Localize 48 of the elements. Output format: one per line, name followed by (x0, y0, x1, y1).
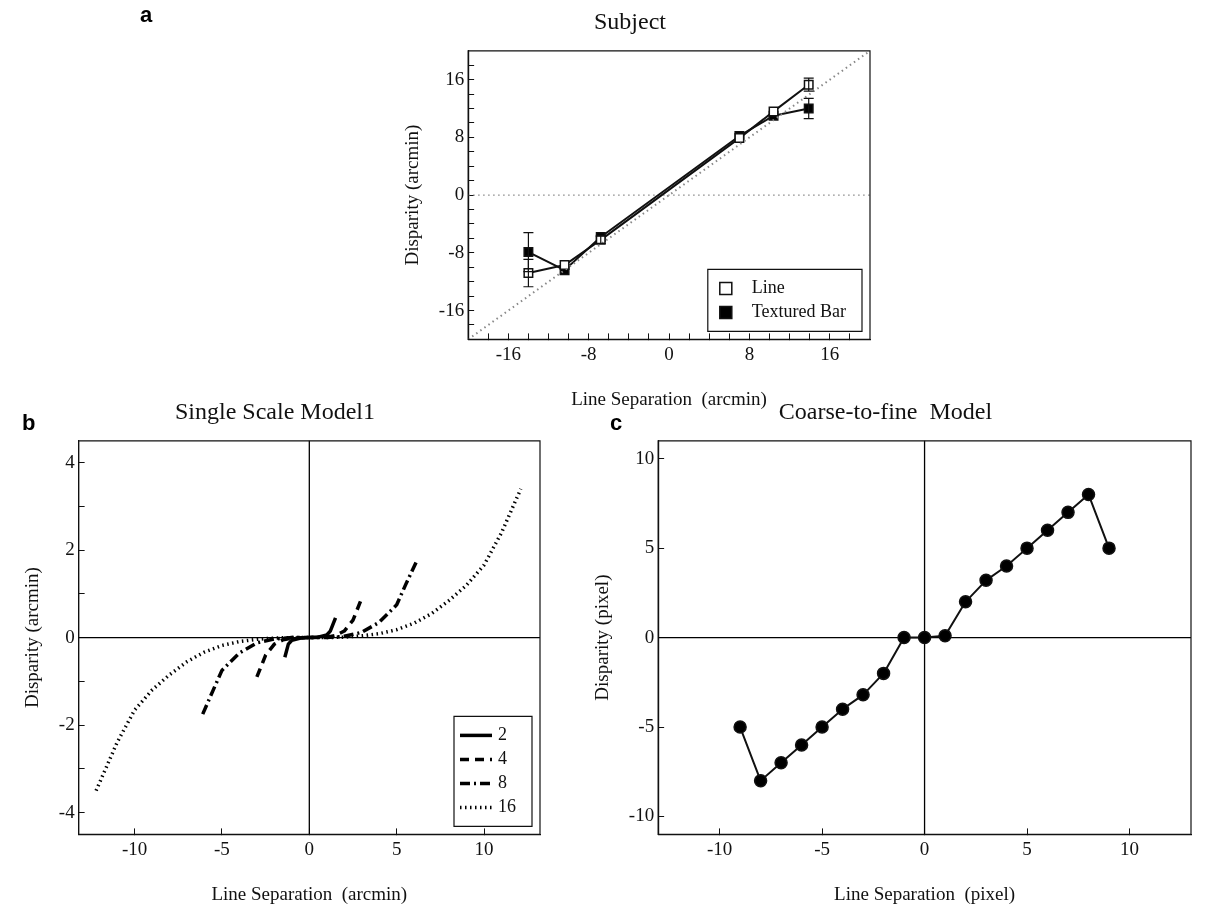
y-tick-label: 5 (644, 536, 655, 558)
chart-title: Subject (594, 7, 667, 34)
x-axis-title: Line Separation (pixel) (834, 882, 1016, 905)
x-axis-title: Line Separation (arcmin) (211, 882, 408, 905)
y-tick-label: 0 (454, 183, 465, 205)
y-axis-title: Disparity (arcmin) (21, 567, 44, 709)
y-axis-title: Disparity (arcmin) (401, 124, 424, 266)
y-tick-label: 10 (635, 446, 655, 468)
x-tick-label: -10 (706, 837, 733, 859)
text: a (140, 2, 153, 28)
y-tick-label: -2 (58, 713, 75, 735)
y-tick-label: 8 (454, 125, 465, 147)
x-tick-label: -5 (814, 837, 830, 859)
x-tick-label: -10 (121, 837, 148, 859)
y-tick-label: -10 (628, 804, 655, 826)
x-tick-label: 16 (820, 342, 840, 364)
x-tick-label: -8 (580, 342, 597, 364)
x-tick-label: 0 (919, 837, 930, 859)
x-tick-label: 5 (1022, 837, 1032, 859)
y-tick-label: -8 (448, 240, 465, 262)
x-tick-label: 10 (474, 837, 494, 859)
y-tick-label: 16 (445, 67, 465, 89)
chart-title: Single Scale Model1 (175, 397, 375, 424)
y-tick-label: 4 (65, 450, 76, 472)
legend-label: 4 (498, 748, 507, 769)
x-tick-label: -5 (214, 837, 230, 859)
y-tick-label: -4 (58, 800, 76, 822)
legend-label: 2 (498, 724, 507, 745)
x-tick-label: 5 (391, 837, 402, 859)
x-axis-title: Line Separation (arcmin) (571, 387, 767, 410)
x-tick-label: 0 (304, 837, 315, 859)
x-tick-label: 10 (1120, 837, 1140, 859)
x-tick-label: -16 (495, 342, 521, 364)
y-tick-label: 2 (65, 538, 75, 560)
y-tick-label: 0 (644, 625, 655, 647)
legend-label: Textured Bar (751, 301, 847, 322)
text: c (610, 410, 623, 436)
chart-title: Coarse-to-fine Model (778, 397, 993, 424)
x-tick-label: 8 (744, 342, 755, 364)
y-tick-label: -16 (438, 298, 465, 320)
legend-label: Line (751, 277, 785, 298)
x-tick-label: 0 (664, 342, 674, 364)
y-tick-label: -5 (638, 715, 655, 737)
y-tick-label: 0 (65, 625, 75, 647)
legend-label: 16 (498, 796, 516, 817)
legend-label: 8 (498, 772, 507, 793)
y-axis-title: Disparity (pixel) (591, 574, 614, 701)
text: b (22, 410, 36, 436)
